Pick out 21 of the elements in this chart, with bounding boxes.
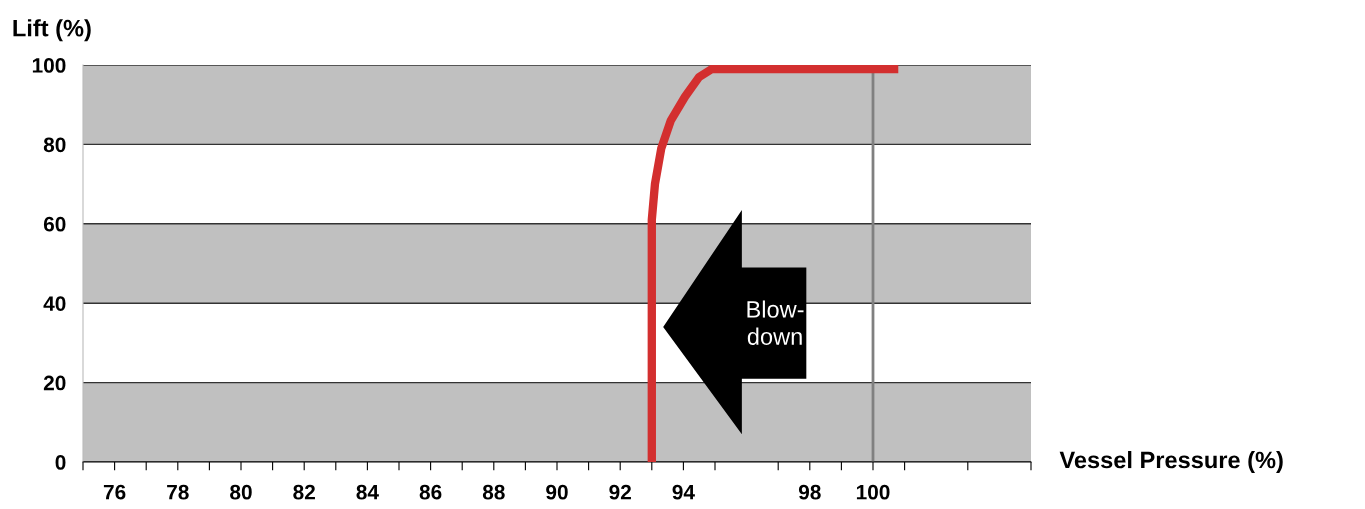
x-axis-title: Vessel Pressure (%) bbox=[1059, 450, 1283, 473]
x-tick-label: 98 bbox=[798, 484, 821, 500]
x-tick-label: 86 bbox=[419, 484, 442, 500]
y-tick-label: 60 bbox=[43, 216, 66, 232]
x-tick-label: 76 bbox=[103, 484, 126, 500]
x-tick-label: 84 bbox=[356, 484, 379, 500]
y-tick-label: 100 bbox=[32, 58, 66, 73]
annotation: Blow- down bbox=[747, 300, 804, 345]
y-axis-title: Lift (%) bbox=[13, 19, 91, 42]
y-tick-label: 0 bbox=[55, 455, 66, 470]
y-tick-label: 40 bbox=[43, 296, 66, 311]
x-tick-label: 94 bbox=[672, 484, 695, 500]
y-tick-label: 80 bbox=[43, 137, 66, 153]
x-tick-label: 100 bbox=[856, 484, 890, 500]
x-tick-label: 92 bbox=[609, 484, 631, 500]
x-tick-label: 82 bbox=[293, 484, 315, 500]
y-tick-label: 20 bbox=[43, 375, 66, 391]
x-tick-label: 90 bbox=[546, 484, 568, 500]
x-tick-label: 80 bbox=[230, 484, 252, 500]
x-tick-label: 78 bbox=[167, 484, 189, 500]
x-tick-label: 88 bbox=[482, 484, 505, 500]
